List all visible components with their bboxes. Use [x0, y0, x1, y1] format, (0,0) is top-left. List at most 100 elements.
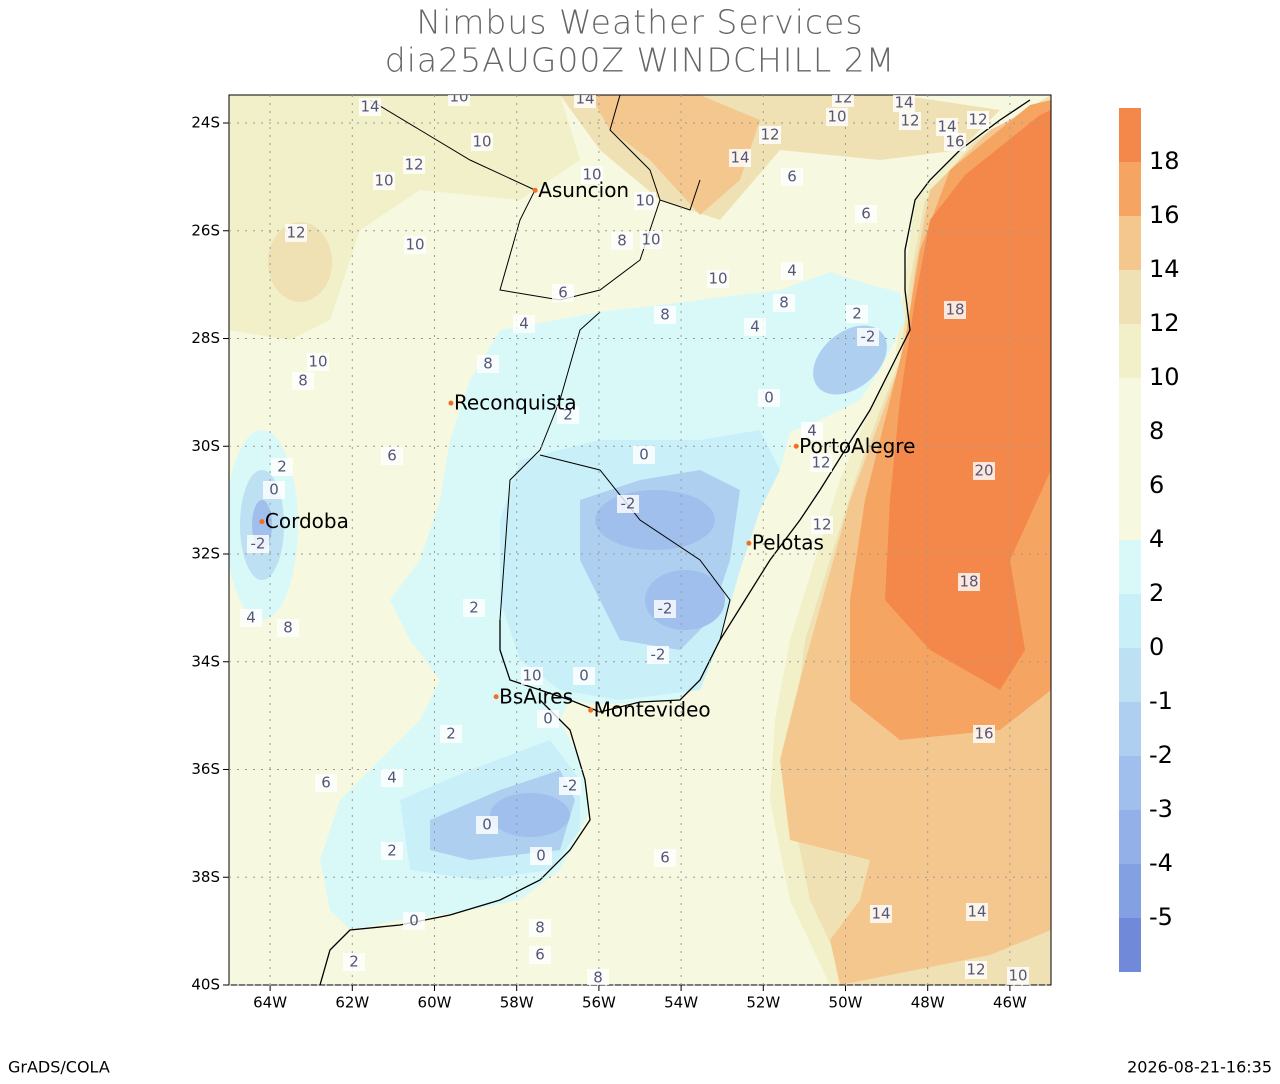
- contour-label: 6: [558, 284, 568, 302]
- contour-label: 8: [617, 232, 627, 250]
- colorbar-box: [1119, 108, 1141, 162]
- contour-label-box: [811, 516, 833, 534]
- colorbar-box: [1119, 486, 1141, 540]
- city-marker: [448, 400, 454, 406]
- contour-label: 2: [563, 406, 573, 424]
- contour-label: 12: [812, 516, 831, 534]
- colorbar-label: 0: [1149, 633, 1164, 661]
- contour-label: 6: [787, 168, 797, 186]
- colorbar-label: 18: [1149, 147, 1180, 175]
- contour-label: 0: [543, 710, 553, 728]
- contour-label-box: [634, 192, 656, 210]
- contour-label-box: [826, 108, 848, 126]
- contour-label-box: [573, 667, 595, 685]
- footer-left: GrADS/COLA: [8, 1058, 110, 1077]
- contour-label-box: [285, 224, 307, 242]
- colorbar-label: -5: [1149, 903, 1173, 931]
- city-label: Montevideo: [594, 698, 711, 722]
- contour-label: 6: [387, 447, 397, 465]
- contour-label-box: [513, 315, 535, 333]
- contour-label-box: [574, 95, 596, 108]
- colorbar-label: 4: [1149, 525, 1164, 553]
- city-marker: [746, 540, 752, 546]
- contour-label-box: [557, 406, 579, 424]
- contour-label-box: [403, 156, 425, 174]
- x-tick-label: 46W: [993, 994, 1027, 1012]
- contour-label-box: [973, 462, 995, 480]
- contour-label-box: [307, 353, 329, 371]
- contour-label-box: [247, 535, 269, 553]
- y-tick-label: 36S: [191, 760, 220, 778]
- contour-label-box: [315, 774, 337, 792]
- contour-label: 18: [945, 301, 964, 319]
- contour-label: 4: [787, 262, 797, 280]
- contour-label: 2: [852, 305, 862, 323]
- subtitle: dia25AUG00Z WINDCHILL 2M: [385, 41, 896, 80]
- title: Nimbus Weather Services: [416, 3, 863, 42]
- contour-label-box: [611, 232, 633, 250]
- colorbar-label: 8: [1149, 417, 1164, 445]
- contour-label-box: [893, 95, 915, 112]
- colorbar-box: [1119, 594, 1141, 648]
- colorbar-label: 6: [1149, 471, 1164, 499]
- colorbar-label: -3: [1149, 795, 1173, 823]
- contour-label: 2: [446, 725, 456, 743]
- contour-label-box: [476, 816, 498, 834]
- contour-label: 14: [730, 149, 749, 167]
- contour-label-box: [944, 301, 966, 319]
- contour-label-box: [440, 725, 462, 743]
- contour-label: 0: [639, 446, 649, 464]
- contour-label-box: [936, 118, 958, 136]
- contour-label-box: [1007, 967, 1029, 985]
- contour-label-box: [857, 328, 879, 346]
- contour-label: 8: [283, 619, 293, 637]
- colorbar-label: 14: [1149, 255, 1180, 283]
- colorbar-box: [1119, 540, 1141, 594]
- contour-label: 10: [308, 353, 327, 371]
- contour-label: 10: [827, 108, 846, 126]
- contour-label-box: [832, 95, 854, 107]
- contour-label-box: [801, 422, 823, 440]
- contour-label: 14: [967, 903, 986, 921]
- contour-label: 14: [894, 94, 913, 112]
- x-tick-label: 48W: [911, 994, 945, 1012]
- contour-label: 12: [286, 224, 305, 242]
- contour-label-box: [647, 646, 669, 664]
- contour-label: 0: [536, 847, 546, 865]
- city-marker: [588, 707, 594, 713]
- contour-label: 12: [966, 961, 985, 979]
- y-tick-label: 38S: [191, 868, 220, 886]
- contour-label-box: [381, 447, 403, 465]
- contour-label-box: [973, 725, 995, 743]
- contour-label-box: [581, 166, 603, 184]
- contour-label-box: [967, 111, 989, 129]
- colorbar-label: -1: [1149, 687, 1173, 715]
- contour-label: 12: [900, 112, 919, 130]
- city-marker: [493, 694, 499, 700]
- city-label: PortoAlegre: [799, 434, 915, 458]
- y-tick-label: 28S: [191, 329, 220, 347]
- contour-label: 10: [582, 166, 601, 184]
- contour-label: 8: [298, 372, 308, 390]
- colorbar-label: 12: [1149, 309, 1180, 337]
- y-tick-label: 34S: [191, 652, 220, 670]
- city-label: Cordoba: [265, 509, 349, 533]
- contour-label-box: [707, 270, 729, 288]
- contour-label-box: [292, 372, 314, 390]
- contour-label: 12: [404, 156, 423, 174]
- contour-label-box: [966, 903, 988, 921]
- contour-label: 16: [974, 725, 993, 743]
- contour-label-box: [899, 112, 921, 130]
- contour-label: 6: [535, 946, 545, 964]
- contour-label: 0: [579, 667, 589, 685]
- contour-label: 0: [482, 816, 492, 834]
- x-tick-label: 60W: [418, 994, 452, 1012]
- contour-label: -2: [621, 495, 636, 513]
- contour-label-box: [729, 149, 751, 167]
- contour-label-box: [277, 619, 299, 637]
- contour-label: 2: [349, 953, 359, 971]
- contour-label: 4: [807, 422, 817, 440]
- contour-label-box: [965, 961, 987, 979]
- contour-label: 16: [945, 133, 964, 151]
- contour-label: 8: [483, 355, 493, 373]
